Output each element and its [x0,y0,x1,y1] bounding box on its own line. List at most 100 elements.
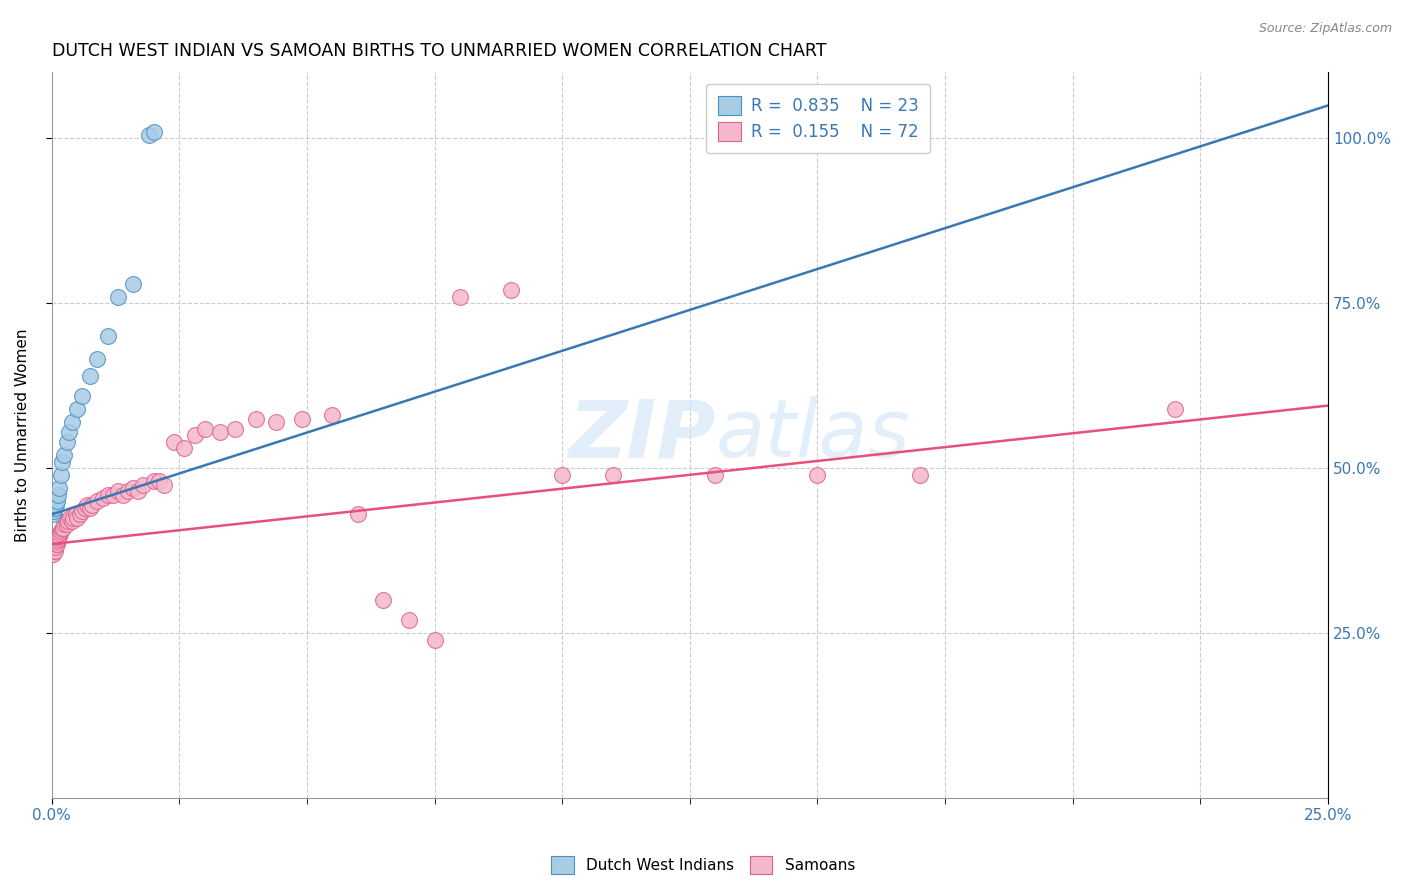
Point [101,488,124,502]
Point [209,425,232,439]
Point [53,517,76,532]
Point [60,514,83,528]
Point [73,500,96,515]
Point [60,415,83,429]
Point [51,522,73,536]
Point [56,517,79,532]
Point [70,389,93,403]
Point [398,613,420,627]
Point [58,514,80,528]
Point [107,290,129,304]
Point [111,488,134,502]
Point [42,547,65,561]
Point [373,593,395,607]
Point [45,494,67,508]
Point [42,500,65,515]
Point [48,527,70,541]
Point [44,500,66,515]
Point [142,125,165,139]
Point [48,528,70,542]
Point [122,277,145,291]
Point [42,541,65,555]
Point [704,467,727,482]
Point [66,401,89,416]
Legend: R =  0.835    N = 23, R =  0.155    N = 72: R = 0.835 N = 23, R = 0.155 N = 72 [706,85,931,153]
Point [127,484,149,499]
Point [48,481,70,495]
Point [46,533,69,547]
Point [76,498,98,512]
Point [48,525,70,540]
Point [132,477,155,491]
Point [117,484,139,499]
Point [69,508,91,522]
Point [86,352,108,367]
Point [42,504,65,518]
Point [66,510,89,524]
Text: ZIP: ZIP [568,396,716,475]
Point [44,543,66,558]
Point [86,494,108,508]
Point [183,428,205,442]
Point [45,498,67,512]
Point [70,504,93,518]
Point [264,415,287,429]
Point [501,283,523,297]
Point [55,514,77,528]
Text: atlas: atlas [716,396,910,475]
Point [52,520,75,534]
Point [45,535,67,549]
Point [49,467,72,482]
Point [42,541,65,555]
Text: Source: ZipAtlas.com: Source: ZipAtlas.com [1258,22,1392,36]
Point [53,448,76,462]
Point [107,484,129,499]
Point [42,508,65,522]
Point [602,467,624,482]
Point [347,508,370,522]
Point [173,442,195,456]
Point [138,128,160,142]
Point [58,425,80,439]
Point [45,533,67,548]
Point [142,475,165,489]
Point [321,409,343,423]
Point [65,508,87,522]
Point [79,500,101,515]
Point [45,537,67,551]
Point [423,632,446,647]
Point [49,524,72,538]
Point [1164,401,1187,416]
Point [62,510,84,524]
Point [122,481,145,495]
Point [82,498,104,512]
Point [42,543,65,558]
Point [41,543,63,558]
Point [551,467,574,482]
Point [46,531,69,545]
Point [97,488,120,502]
Point [224,422,246,436]
Point [449,290,471,304]
Point [291,411,314,425]
Point [56,434,79,449]
Point [51,455,73,469]
Point [45,537,67,551]
Point [44,541,66,555]
Point [79,368,101,383]
Point [194,422,217,436]
Point [245,411,267,425]
Point [46,488,69,502]
Legend: Dutch West Indians, Samoans: Dutch West Indians, Samoans [546,850,860,880]
Point [46,533,69,548]
Point [41,547,63,561]
Point [148,475,170,489]
Point [97,329,120,343]
Y-axis label: Births to Unmarried Women: Births to Unmarried Women [15,328,30,542]
Point [153,477,176,491]
Point [59,510,82,524]
Point [806,467,828,482]
Point [91,491,114,505]
Point [163,434,186,449]
Point [908,467,931,482]
